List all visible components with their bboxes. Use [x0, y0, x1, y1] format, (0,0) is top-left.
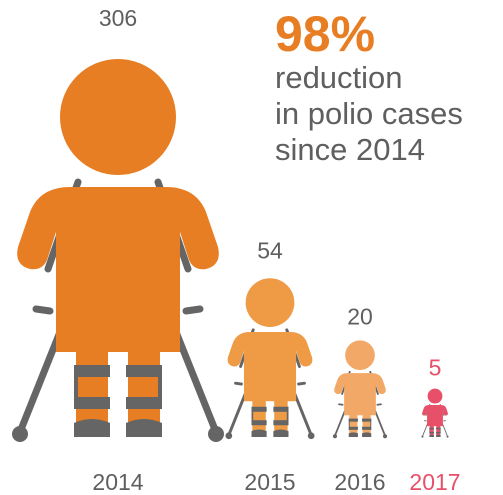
headline-line-3: since 2014 [275, 132, 425, 167]
value-label-2015: 54 [257, 238, 283, 264]
value-label-2017: 5 [429, 355, 442, 381]
value-label-2016: 20 [347, 303, 373, 329]
year-label-2016: 2016 [334, 469, 385, 495]
headline-line-1: reduction [275, 60, 403, 95]
person-figure-2015 [225, 278, 315, 440]
value-label-2014: 306 [99, 5, 137, 31]
year-label-2015: 2015 [244, 469, 295, 495]
person-figure-2017 [421, 388, 449, 438]
person-figure-2014 [12, 59, 224, 442]
headline-line-2: in polio cases [275, 96, 463, 131]
year-label-2014: 2014 [92, 469, 143, 495]
headline: 98% reduction in polio cases since 2014 [275, 8, 463, 168]
year-label-2017: 2017 [409, 469, 460, 495]
person-figure-2016 [332, 340, 388, 439]
headline-stat: 98% [275, 6, 376, 62]
